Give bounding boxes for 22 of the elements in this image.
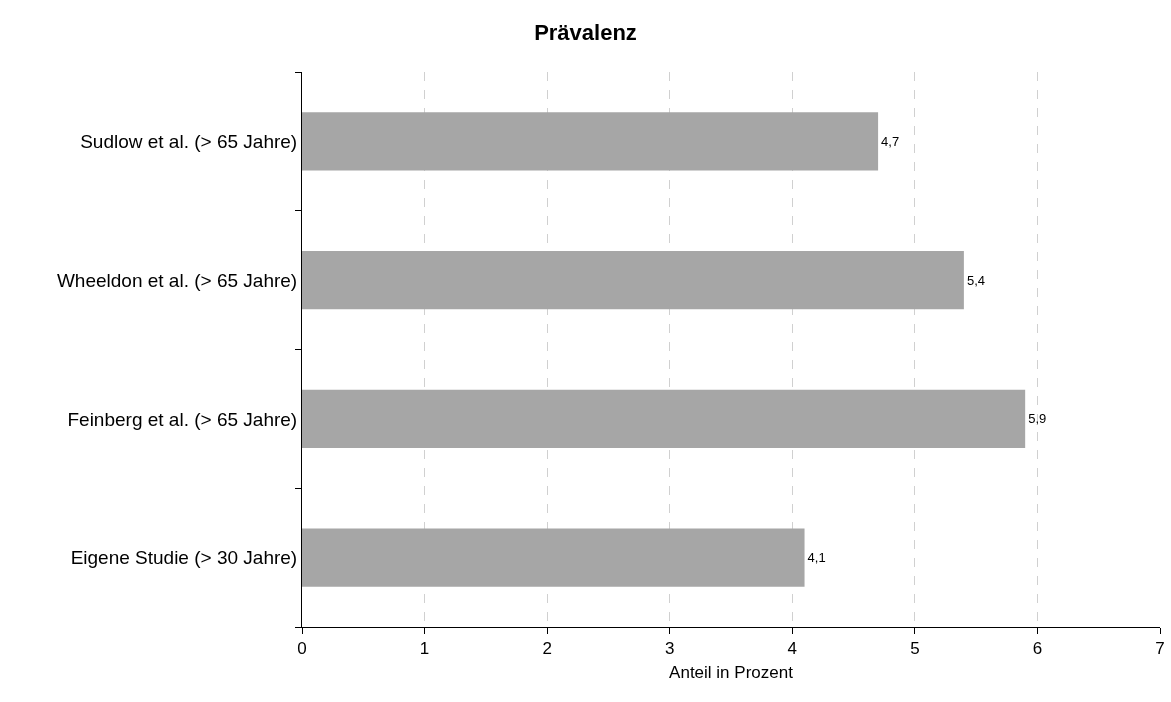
x-tick-label: 4 [787,639,798,659]
y-tick-label: Feinberg et al. (> 65 Jahre) [67,408,298,430]
chart-title: Prävalenz [534,19,637,45]
data-label: 4,1 [807,550,826,566]
x-tick-label: 1 [419,639,430,659]
data-label: 5,4 [966,272,985,288]
bar [302,389,1026,449]
x-axis-title: Anteil in Prozent [669,662,794,682]
bar [302,250,964,310]
y-tick-label: Wheeldon et al. (> 65 Jahre) [56,269,298,291]
data-label: 4,7 [881,133,900,149]
data-label: 5,9 [1028,411,1047,427]
y-tick-label: Eigene Studie (> 30 Jahre) [70,547,298,569]
x-tick-label: 6 [1032,639,1043,659]
x-tick-label: 7 [1155,639,1165,659]
x-tick-label: 0 [297,639,307,659]
x-tick-label: 5 [910,639,920,659]
x-tick-label: 3 [664,639,675,659]
bar [302,528,805,587]
x-tick-label: 2 [542,639,552,659]
bar [302,112,879,171]
y-tick-label: Sudlow et al. (> 65 Jahre) [80,131,298,153]
